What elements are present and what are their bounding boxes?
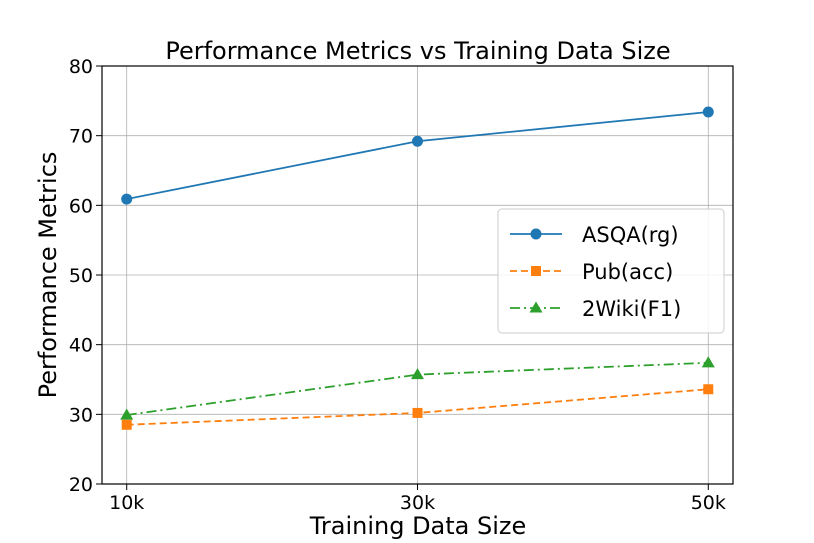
data-point-1-0 bbox=[121, 419, 132, 430]
legend-marker-0 bbox=[530, 228, 542, 240]
legend-marker-2 bbox=[529, 301, 543, 313]
legend-label-0: ASQA(rg) bbox=[582, 223, 679, 247]
y-tick-label: 30 bbox=[69, 404, 93, 426]
chart-title: Performance Metrics vs Training Data Siz… bbox=[165, 37, 670, 65]
data-point-0-1 bbox=[412, 135, 423, 147]
data-point-0-0 bbox=[121, 193, 133, 205]
x-tick-label: 50k bbox=[691, 492, 726, 514]
series-layer bbox=[120, 106, 715, 430]
x-axis-label: Training Data Size bbox=[309, 512, 527, 540]
legend: ASQA(rg) Pub(acc) 2Wiki(F1) bbox=[497, 208, 725, 334]
y-tick-label: 50 bbox=[69, 265, 93, 287]
y-axis-ticks: 20 30 40 50 60 70 80 bbox=[69, 56, 102, 496]
series-line-2 bbox=[126, 361, 709, 416]
legend-label-1: Pub(acc) bbox=[582, 260, 673, 284]
y-tick-label: 70 bbox=[69, 126, 93, 148]
data-point-2-0 bbox=[120, 408, 134, 420]
data-point-2-1 bbox=[411, 368, 424, 380]
data-point-1-2 bbox=[703, 384, 714, 395]
data-point-2-2 bbox=[701, 356, 715, 368]
data-point-1-1 bbox=[412, 407, 423, 418]
y-tick-label: 20 bbox=[69, 474, 93, 496]
legend-box bbox=[497, 208, 725, 334]
y-axis-label: Performance Metrics bbox=[34, 152, 62, 399]
legend-marker-1 bbox=[531, 266, 541, 276]
y-tick-label: 40 bbox=[69, 335, 93, 357]
y-tick-label: 80 bbox=[69, 56, 93, 78]
data-point-0-2 bbox=[702, 106, 714, 118]
x-axis-ticks: 10k 30k 50k bbox=[109, 484, 726, 514]
y-tick-label: 60 bbox=[69, 195, 93, 217]
x-tick-label: 30k bbox=[400, 492, 435, 514]
x-tick-label: 10k bbox=[109, 492, 144, 514]
legend-label-2: 2Wiki(F1) bbox=[582, 297, 681, 321]
